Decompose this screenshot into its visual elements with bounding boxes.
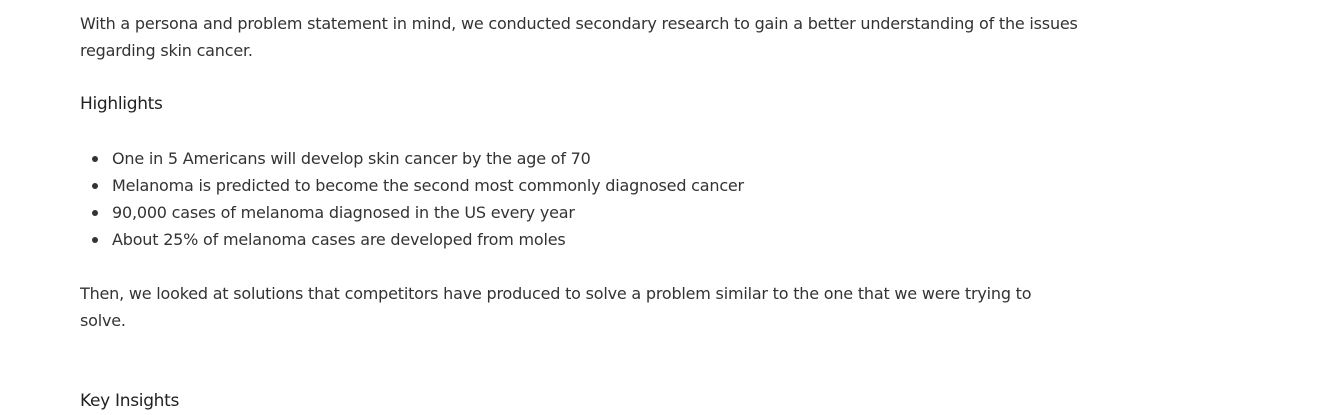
list-item: Melanoma is predicted to become the seco… [92,172,1080,199]
key-insights-heading: Key Insights [80,391,180,411]
list-item-text: 90,000 cases of melanoma diagnosed in th… [112,203,575,222]
bullet-icon [92,156,98,162]
list-item-text: Melanoma is predicted to become the seco… [112,176,744,195]
bullet-icon [92,210,98,216]
list-item: About 25% of melanoma cases are develope… [92,226,1080,253]
bullet-icon [92,237,98,243]
intro-paragraph: With a persona and problem statement in … [80,14,1078,60]
competitors-paragraph: Then, we looked at solutions that compet… [80,284,1032,330]
highlights-heading: Highlights [80,94,163,114]
highlights-list: One in 5 Americans will develop skin can… [80,145,1080,253]
list-item: 90,000 cases of melanoma diagnosed in th… [92,199,1080,226]
article-content: With a persona and problem statement in … [80,10,1080,415]
bullet-icon [92,183,98,189]
list-item-text: One in 5 Americans will develop skin can… [112,149,591,168]
list-item: One in 5 Americans will develop skin can… [92,145,1080,172]
list-item-text: About 25% of melanoma cases are develope… [112,230,566,249]
